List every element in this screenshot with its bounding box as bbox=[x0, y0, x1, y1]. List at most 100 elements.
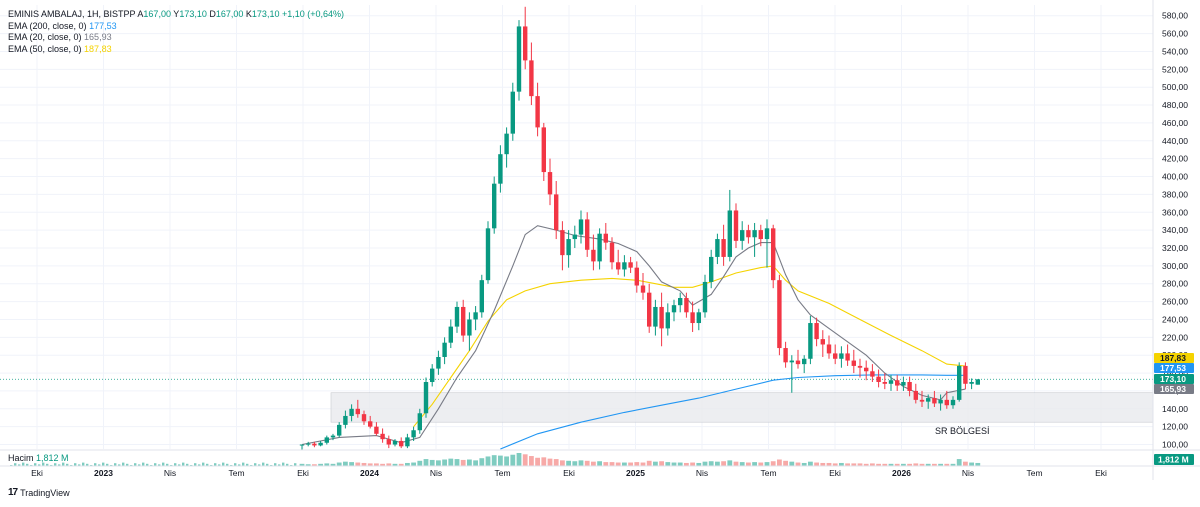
volume-bar bbox=[851, 463, 857, 466]
volume-bar bbox=[206, 463, 209, 466]
candle-body bbox=[969, 381, 974, 384]
price-label-text: 177,53 bbox=[1160, 363, 1186, 373]
candle-body bbox=[671, 305, 677, 313]
price-label-box bbox=[1154, 363, 1194, 373]
volume-bar bbox=[343, 461, 348, 466]
volume-bar bbox=[266, 463, 269, 466]
volume-bar bbox=[659, 461, 664, 466]
volume-bar bbox=[789, 461, 795, 466]
volume-bar bbox=[653, 461, 658, 466]
candle-body bbox=[678, 298, 683, 306]
candle-body bbox=[436, 356, 441, 369]
candle-body bbox=[653, 306, 658, 327]
volume-bar bbox=[324, 463, 330, 466]
candle-body bbox=[454, 306, 460, 327]
high-value: 173,10 bbox=[179, 9, 207, 19]
volume-bar bbox=[473, 460, 478, 466]
volume-bar bbox=[214, 463, 217, 466]
volume-bar bbox=[106, 463, 109, 466]
volume-bar bbox=[361, 462, 367, 466]
volume-bar bbox=[907, 463, 912, 466]
volume-bar bbox=[814, 462, 819, 466]
volume-bar bbox=[690, 462, 695, 466]
time-tick-label: Eki bbox=[829, 468, 841, 478]
time-tick-label: 2026 bbox=[892, 468, 911, 478]
volume-value: 1,812 M bbox=[36, 453, 69, 463]
time-tick-label: Eki bbox=[297, 468, 309, 478]
candle-body bbox=[374, 426, 379, 434]
candle-body bbox=[919, 399, 925, 402]
volume-bar bbox=[696, 462, 702, 466]
volume-bar bbox=[162, 462, 165, 466]
candle-body bbox=[702, 281, 708, 313]
volume-bar bbox=[312, 464, 317, 466]
price-tick-label: 520,00 bbox=[1162, 64, 1188, 74]
legend-ema20[interactable]: EMA (20, close, 0) 165,93 bbox=[8, 32, 344, 44]
candle-body bbox=[591, 249, 596, 262]
volume-bar bbox=[226, 463, 229, 466]
candle-body bbox=[758, 230, 763, 240]
close-value: 173,10 bbox=[251, 9, 280, 19]
volume-bar bbox=[355, 462, 361, 466]
candle-body bbox=[554, 194, 559, 231]
volume-bar bbox=[566, 460, 571, 466]
price-tick-label: 460,00 bbox=[1162, 118, 1188, 128]
volume-legend: Hacim 1,812 M bbox=[8, 453, 69, 463]
volume-bar bbox=[628, 462, 633, 466]
volume-bar bbox=[758, 462, 764, 466]
volume-bar bbox=[764, 462, 770, 466]
time-tick-label: Nis bbox=[430, 468, 442, 478]
price-tick-label: 220,00 bbox=[1162, 332, 1188, 342]
symbol-title: EMINIS AMBALAJ, 1H, BISTPP bbox=[8, 9, 136, 19]
volume-bar bbox=[42, 462, 45, 466]
candle-body bbox=[349, 408, 354, 416]
time-tick-label: Eki bbox=[31, 468, 43, 478]
candle-body bbox=[368, 421, 373, 427]
ema20-line bbox=[301, 225, 966, 446]
volume-bar bbox=[808, 461, 813, 466]
volume-bar bbox=[553, 459, 559, 466]
volume-bar bbox=[913, 463, 919, 466]
volume-bar bbox=[194, 463, 197, 466]
time-tick-label: Nis bbox=[696, 468, 708, 478]
volume-bar bbox=[820, 462, 826, 466]
tradingview-brand[interactable]: 17 TradingView bbox=[8, 487, 70, 498]
candle-body bbox=[541, 127, 546, 173]
candle-body bbox=[857, 365, 863, 368]
volume-bar bbox=[454, 459, 460, 466]
candle-body bbox=[411, 430, 416, 438]
volume-bar bbox=[282, 462, 285, 466]
price-tick-label: 260,00 bbox=[1162, 297, 1188, 307]
time-tick-label: Nis bbox=[164, 468, 176, 478]
legend-ema50[interactable]: EMA (50, close, 0) 187,83 bbox=[8, 44, 344, 56]
volume-bar bbox=[58, 464, 61, 466]
candle-body bbox=[727, 210, 732, 257]
legend-ema200[interactable]: EMA (200, close, 0) 177,53 bbox=[8, 21, 344, 33]
candle-body bbox=[448, 326, 453, 343]
volume-bar bbox=[94, 463, 97, 466]
volume-bar bbox=[278, 464, 281, 466]
volume-bar bbox=[622, 462, 627, 466]
volume-bar bbox=[114, 463, 117, 466]
volume-bar bbox=[975, 462, 981, 466]
candle-body bbox=[622, 262, 627, 270]
price-label-text: 165,93 bbox=[1160, 384, 1186, 394]
volume-bar bbox=[158, 464, 161, 466]
time-tick-label: Tem bbox=[228, 468, 244, 478]
price-tick-label: 100,00 bbox=[1162, 440, 1188, 450]
volume-bar bbox=[963, 461, 968, 466]
chart-legend: EMINIS AMBALAJ, 1H, BISTPP A167,00 Y173,… bbox=[8, 9, 344, 55]
volume-badge-text: 1,812 M bbox=[1158, 455, 1189, 465]
candle-body bbox=[529, 60, 534, 97]
candle-body bbox=[510, 91, 515, 134]
volume-bar bbox=[535, 457, 540, 466]
volume-bar bbox=[560, 460, 565, 466]
volume-bar bbox=[522, 454, 528, 466]
candle-body bbox=[783, 348, 788, 363]
change-value: +1,10 (+0,64%) bbox=[281, 9, 345, 19]
candle-body bbox=[752, 230, 757, 238]
volume-bar bbox=[888, 463, 894, 466]
volume-bar bbox=[78, 464, 81, 466]
